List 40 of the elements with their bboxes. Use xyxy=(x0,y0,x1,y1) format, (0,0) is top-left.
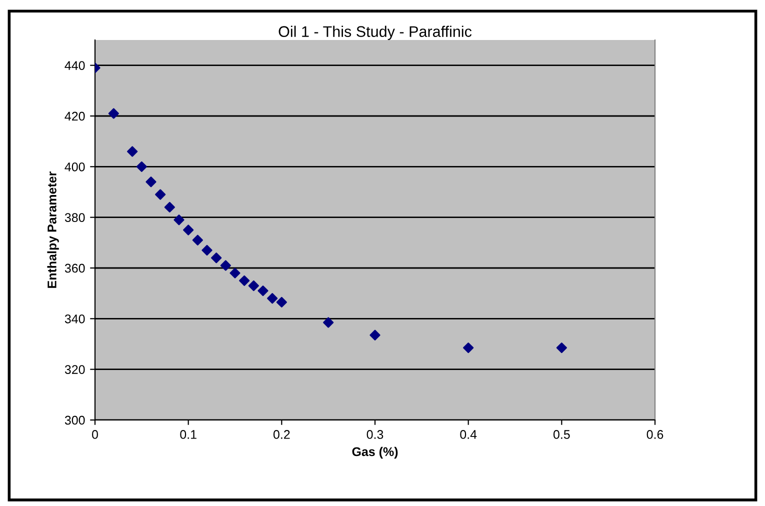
x-tick-label: 0 xyxy=(92,430,98,439)
x-tick-label: 0.2 xyxy=(273,430,290,439)
point xyxy=(267,293,278,304)
point xyxy=(183,224,194,236)
chart-title: Oil 1 - This Study - Paraffinic xyxy=(278,26,472,40)
x-tick-label: 0.6 xyxy=(646,430,664,439)
point xyxy=(239,275,250,286)
y-tick-label: 360 xyxy=(64,264,85,273)
y-tick-label: 400 xyxy=(64,162,85,172)
point xyxy=(155,189,166,200)
y-tick-label: 380 xyxy=(64,213,85,222)
x-tick-label: 0.1 xyxy=(180,430,196,439)
point xyxy=(370,330,380,340)
point xyxy=(463,342,474,354)
y-tick-label: 340 xyxy=(64,314,85,324)
point xyxy=(174,214,184,226)
point xyxy=(258,286,268,296)
x-tick-label: 0.3 xyxy=(366,430,384,439)
x-tick-label: 0.5 xyxy=(553,430,570,439)
point xyxy=(211,252,222,264)
point xyxy=(127,146,138,157)
y-axis-title: Enthalpy Parameter xyxy=(47,171,59,288)
point xyxy=(146,176,156,188)
point xyxy=(248,280,259,292)
x-tick-label: 0.4 xyxy=(460,430,477,439)
point xyxy=(136,161,147,172)
y-tick-label: 300 xyxy=(64,416,85,425)
point xyxy=(192,234,203,246)
point xyxy=(220,260,231,271)
point xyxy=(276,296,287,308)
point xyxy=(164,202,175,212)
y-tick-label: 320 xyxy=(64,365,85,374)
x-axis-title: Gas (%) xyxy=(352,446,398,459)
point xyxy=(323,317,334,328)
point xyxy=(230,268,240,278)
y-tick-label: 440 xyxy=(64,61,85,70)
point xyxy=(556,342,567,354)
point xyxy=(202,244,212,256)
point xyxy=(108,108,119,119)
y-tick-label: 420 xyxy=(64,112,85,121)
